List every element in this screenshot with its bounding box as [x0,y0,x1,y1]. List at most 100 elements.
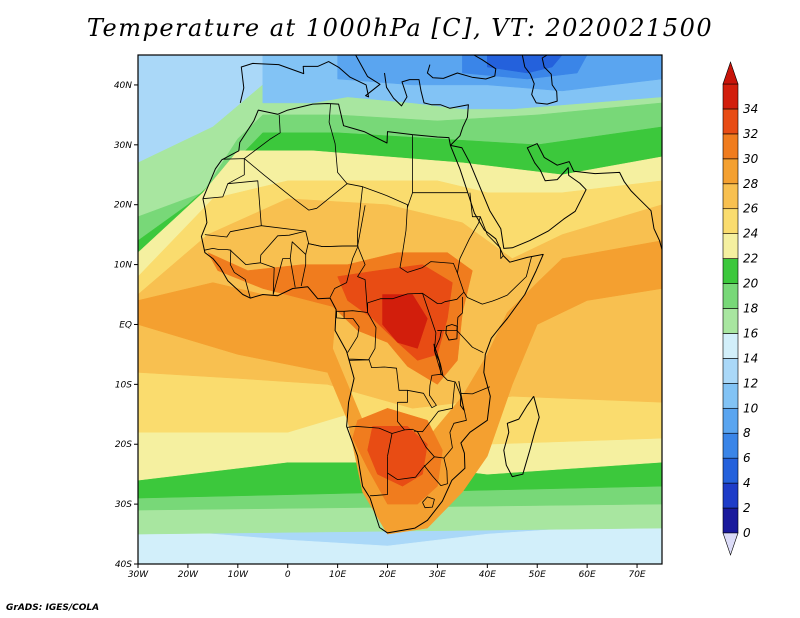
lat-tick-label: 40S [115,560,132,570]
colorbar-swatch [722,383,739,409]
africa-coastline [200,103,544,534]
plot-frame [137,54,663,565]
lon-tick-label: 30E [429,570,446,580]
lat-tick-label: 40N [114,81,132,91]
colorbar-label: 24 [743,227,758,241]
colorbar-swatch [722,83,739,110]
country-border-17 [336,310,345,319]
colorbar-swatch [722,233,739,259]
lon-tick-label: 60E [579,570,596,580]
country-border-16 [335,291,465,313]
country-border-31 [423,457,448,487]
country-border-21 [407,293,442,409]
colorbar-swatch [722,258,739,284]
grads-credit: GrADS: IGES/COLA [6,603,100,613]
lon-tick-label: 0 [285,570,291,580]
country-border-5 [244,114,281,159]
colorbar-label: 26 [743,202,759,216]
country-border-10 [479,216,504,260]
colorbar-over-arrow [722,61,739,85]
colorbar-label: 28 [743,177,759,191]
colorbar-label: 6 [743,451,751,465]
europe-coastline [239,55,381,104]
country-border-20 [346,358,408,434]
colorbar-swatch [722,507,739,534]
lat-tick-label: 10N [114,261,132,271]
lat-tick-label: 20S [115,440,132,450]
temperature-band-8 [138,240,662,535]
colorbar-swatch [722,108,739,135]
lake-outline-0 [445,324,458,341]
colorbar-label: 20 [743,277,759,291]
country-border-19 [349,312,377,361]
temperature-band-17 [487,55,563,74]
colorbar-swatch [722,432,739,459]
colorbar-swatch [722,183,739,210]
colorbar-label: 10 [743,401,759,415]
country-border-18 [344,318,360,353]
country-border-15 [305,243,359,298]
lon-tick-label: 50E [529,570,546,580]
colorbar-swatch [722,407,739,434]
country-border-23 [456,330,484,353]
colorbar-swatch [722,308,739,334]
colorbar-swatch [722,482,739,509]
country-border-2 [204,180,262,238]
arabia-coastline [450,143,662,250]
colorbar-label: 2 [743,501,751,515]
caspian-coastline [521,55,558,105]
map-title: Temperature at 1000hPa [C], VT: 20200215… [86,14,714,42]
lat-tick-label: 10S [115,380,132,390]
colorbar-swatch [722,358,739,384]
colorbar-label: 4 [743,476,751,490]
country-border-29 [387,433,393,457]
lake-outline-2 [458,380,465,411]
country-border-4 [328,103,348,184]
country-border-13 [259,230,306,263]
colorbar-label: 8 [743,426,751,440]
lon-tick-label: 40E [479,570,496,580]
black-sea-coastline [426,55,497,80]
colorbar-swatch [722,158,739,185]
lat-tick-label: 20N [114,201,132,211]
lat-tick-label: 30S [115,500,132,510]
country-border-32 [422,496,435,509]
colorbar-swatch [722,333,739,359]
colorbar-label: 34 [743,102,758,116]
country-border-22 [437,296,463,331]
country-border-9 [457,192,481,274]
colorbar-swatch [722,208,739,234]
country-border-1 [244,158,468,211]
country-border-0 [202,158,245,200]
colorbar-swatch [722,133,739,160]
colorbar-label: 32 [743,127,758,141]
country-border-28 [370,456,388,497]
colorbar-swatch [722,457,739,484]
country-border-25 [404,373,467,459]
madagascar-coastline [503,396,540,478]
colorbar-label: 14 [743,351,758,365]
lon-tick-label: 70E [628,570,645,580]
country-border-12 [230,249,296,295]
colorbar-label: 18 [743,302,759,316]
lon-tick-label: 30W [128,570,149,580]
temperature-field [138,55,662,564]
country-border-27 [413,381,456,433]
colorbar-label: 22 [743,252,758,266]
coastlines-and-borders [200,55,662,534]
colorbar-label: 0 [743,526,751,540]
lon-tick-label: 10E [329,570,346,580]
temperature-band-13 [382,294,428,349]
colorbar-label: 12 [743,376,758,390]
lat-tick-label: EQ [119,320,132,330]
levant-coastline [384,72,469,146]
country-border-26 [460,386,490,395]
country-border-30 [387,456,435,481]
colorbar-swatch [722,283,739,309]
colorbar-under-arrow [722,532,739,556]
lon-tick-label: 10W [228,570,249,580]
lon-tick-label: 20E [379,570,396,580]
